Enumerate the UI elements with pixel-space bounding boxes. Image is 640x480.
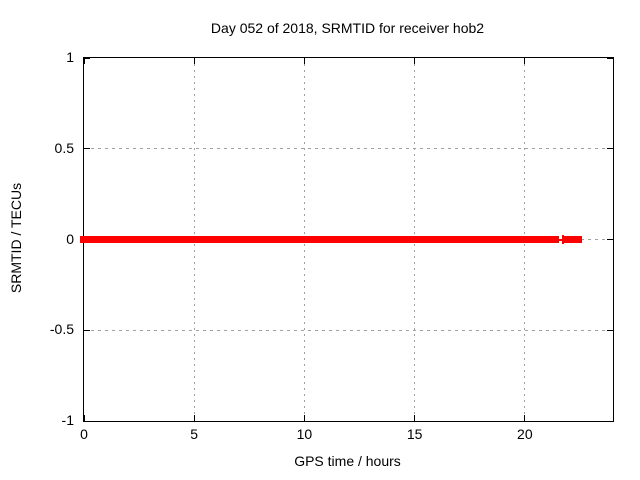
- data-segment: [80, 236, 560, 243]
- data-point-plus-v: [561, 235, 564, 244]
- x-tick-label: 5: [190, 426, 199, 442]
- y-tick-right: [607, 239, 613, 240]
- y-tick-label: 0: [66, 230, 74, 247]
- x-tick-label: 15: [406, 426, 423, 442]
- x-tick-bottom: [524, 415, 526, 421]
- y-tick-right: [607, 57, 613, 59]
- y-tick-left: [84, 57, 90, 59]
- x-tick-top: [303, 58, 305, 64]
- y-tick-left: [84, 329, 90, 331]
- x-tick-label: 10: [296, 426, 313, 442]
- y-tick-label: -0.5: [49, 321, 74, 338]
- y-tick-right: [607, 420, 613, 422]
- x-tick-top: [83, 58, 85, 64]
- y-axis-label: SRMTID / TECUs: [8, 182, 24, 294]
- y-tick-label: 0.5: [54, 139, 74, 156]
- y-tick-right: [607, 148, 613, 150]
- x-tick-top: [414, 58, 416, 64]
- x-tick-bottom: [83, 415, 85, 421]
- y-tick-left: [84, 148, 90, 150]
- y-tick-right: [607, 329, 613, 331]
- x-tick-bottom: [414, 415, 416, 421]
- y-gridline: [84, 148, 613, 150]
- x-tick-label: 20: [517, 426, 533, 442]
- x-tick-top: [524, 58, 526, 64]
- x-tick-top: [193, 58, 195, 64]
- y-gridline: [84, 329, 613, 331]
- plot-area: [80, 57, 614, 422]
- chart-title: Day 052 of 2018, SRMTID for receiver hob…: [210, 20, 485, 36]
- y-tick-left: [84, 420, 90, 422]
- x-tick-bottom: [303, 415, 305, 421]
- x-axis-label: GPS time / hours: [294, 453, 401, 469]
- data-segment: [564, 236, 583, 243]
- x-tick-label: 0: [80, 426, 88, 442]
- y-tick-label: 1: [66, 49, 74, 65]
- x-tick-bottom: [193, 415, 195, 421]
- y-tick-label: -1: [61, 412, 74, 428]
